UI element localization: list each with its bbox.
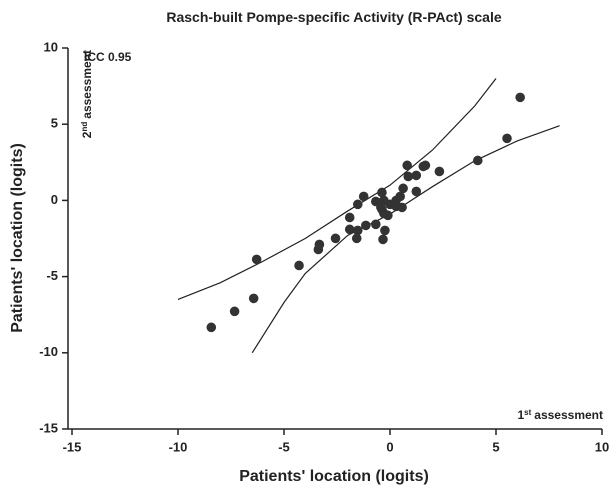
y-assessment: 2nd assessment xyxy=(80,50,94,138)
x-tick-label: -15 xyxy=(63,439,82,454)
data-point xyxy=(411,186,422,197)
data-point xyxy=(370,219,381,230)
y-tick-label: 0 xyxy=(51,192,58,207)
data-point xyxy=(251,254,262,265)
data-point xyxy=(358,191,369,202)
data-point xyxy=(398,183,408,194)
x-tick-label: -10 xyxy=(169,439,188,454)
y-tick-label: 5 xyxy=(51,116,58,131)
confidence-band xyxy=(251,125,560,354)
data-point xyxy=(434,166,445,177)
data-point xyxy=(395,191,405,202)
ordinal-suffix: st xyxy=(524,408,531,417)
data-point xyxy=(344,212,355,223)
data-point xyxy=(352,199,363,210)
data-point xyxy=(472,155,483,166)
y-tick-label: -15 xyxy=(39,420,58,435)
y-axis-label: Patients' location (logits) xyxy=(9,143,26,333)
ordinal-number: 2 xyxy=(80,131,94,138)
x-tick-label: 0 xyxy=(386,439,393,454)
data-point xyxy=(330,233,341,244)
data-point xyxy=(420,160,431,171)
data-point xyxy=(361,220,371,231)
data-point xyxy=(411,170,422,181)
x-tick-label: -5 xyxy=(278,439,290,454)
data-point xyxy=(397,202,407,213)
y-tick-label: -10 xyxy=(39,344,58,359)
x-axis-label: Patients' location (logits) xyxy=(239,468,429,485)
data-point xyxy=(206,322,217,333)
chart-title: Rasch-built Pompe-specific Activity (R-P… xyxy=(166,9,502,25)
x-tick-label: 10 xyxy=(595,439,609,454)
data-point xyxy=(403,171,414,182)
x-tick-label: 5 xyxy=(492,439,499,454)
confidence-band xyxy=(177,78,497,301)
data-point xyxy=(378,234,388,245)
ordinal-suffix: nd xyxy=(80,122,89,132)
data-point xyxy=(380,225,390,236)
data-point xyxy=(383,210,393,221)
data-point xyxy=(294,260,304,271)
data-point xyxy=(313,244,324,255)
data-point xyxy=(351,233,362,244)
data-point xyxy=(402,160,412,171)
data-point xyxy=(377,187,387,198)
data-point xyxy=(515,92,525,103)
data-point xyxy=(502,133,512,144)
y-tick-label: -5 xyxy=(46,268,58,283)
assessment-text: assessment xyxy=(80,50,94,119)
ordinal-number: 1 xyxy=(517,408,524,422)
y-tick-label: 10 xyxy=(44,39,58,54)
assessment-text: assessment xyxy=(534,408,603,422)
data-point xyxy=(229,306,240,317)
data-point xyxy=(352,225,363,236)
data-point xyxy=(248,293,259,304)
x-assessment: 1st assessment xyxy=(517,408,603,422)
data-point xyxy=(344,224,355,235)
icc-annotation: ICC 0.95 xyxy=(84,50,132,64)
